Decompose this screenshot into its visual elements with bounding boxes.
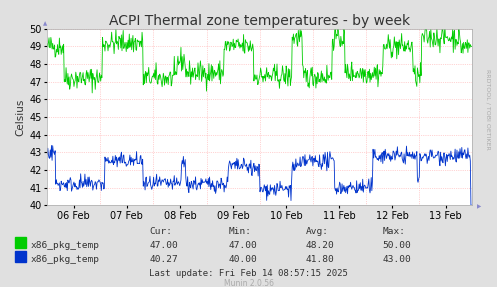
Text: Max:: Max: — [383, 226, 406, 236]
Text: RRDTOOL / TOBI OETIKER: RRDTOOL / TOBI OETIKER — [486, 69, 491, 150]
Text: 40.00: 40.00 — [229, 255, 257, 264]
Text: Avg:: Avg: — [306, 226, 329, 236]
Text: x86_pkg_temp: x86_pkg_temp — [31, 241, 100, 250]
Text: Min:: Min: — [229, 226, 251, 236]
Y-axis label: Celsius: Celsius — [15, 98, 25, 136]
Text: 47.00: 47.00 — [149, 241, 178, 250]
Text: 41.80: 41.80 — [306, 255, 334, 264]
Title: ACPI Thermal zone temperatures - by week: ACPI Thermal zone temperatures - by week — [109, 13, 410, 28]
Text: 47.00: 47.00 — [229, 241, 257, 250]
Text: Cur:: Cur: — [149, 226, 172, 236]
Text: x86_pkg_temp: x86_pkg_temp — [31, 255, 100, 264]
Text: 40.27: 40.27 — [149, 255, 178, 264]
Text: Munin 2.0.56: Munin 2.0.56 — [224, 279, 273, 287]
Text: 48.20: 48.20 — [306, 241, 334, 250]
Text: 50.00: 50.00 — [383, 241, 412, 250]
Text: Last update: Fri Feb 14 08:57:15 2025: Last update: Fri Feb 14 08:57:15 2025 — [149, 269, 348, 278]
Text: ▲: ▲ — [43, 21, 47, 26]
Text: ▶: ▶ — [477, 204, 482, 209]
Text: 43.00: 43.00 — [383, 255, 412, 264]
